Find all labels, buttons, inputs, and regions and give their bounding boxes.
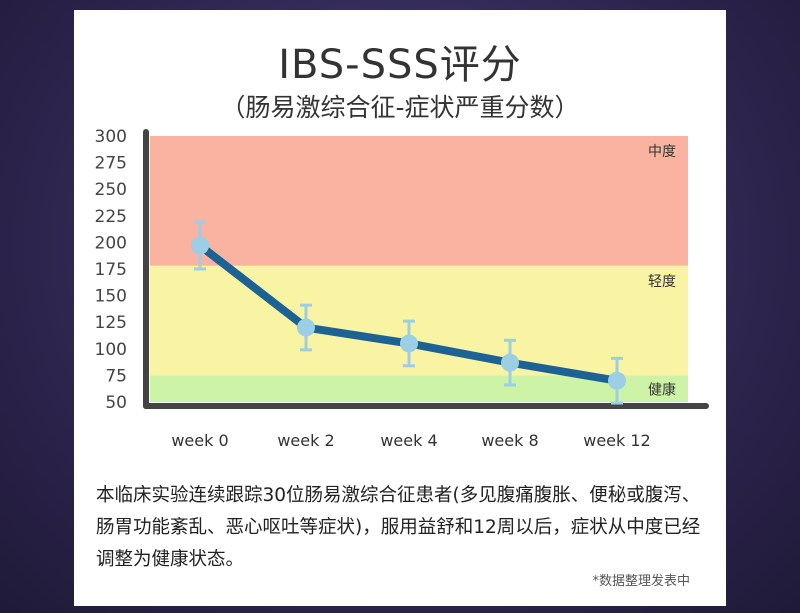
y-tick-label-7: 125 [95, 313, 127, 333]
x-tick-label-1: week 2 [277, 431, 334, 450]
data-point-4 [608, 371, 626, 390]
data-point-2 [400, 334, 418, 353]
footnote: *数据整理发表中 [592, 574, 690, 589]
band-label-0: 中度 [648, 144, 676, 160]
y-tick-label-4: 200 [95, 233, 127, 253]
y-tick-label-3: 225 [95, 207, 127, 227]
x-tick-label-0: week 0 [171, 431, 228, 450]
data-point-3 [501, 353, 519, 372]
data-point-1 [297, 318, 315, 337]
data-series [191, 220, 626, 405]
x-tick-label-2: week 4 [380, 431, 437, 450]
description-text: 本临床实验连续跟踪30位肠易激综合征患者(多见腹痛腹胀、便秘或腹泻、肠胃功能紊乱… [96, 485, 701, 570]
y-tick-label-2: 250 [95, 180, 127, 200]
x-axis-ticks: week 0 week 2 week 4 week 8 week 12 [171, 431, 650, 450]
chart-card: IBS-SSS评分 （肠易激综合征-症状严重分数） 中度轻度健康 300 275 2… [74, 10, 726, 606]
chart-subtitle: （肠易激综合征-症状严重分数） [220, 93, 580, 122]
y-tick-label-0: 300 [95, 127, 127, 147]
y-tick-label-10: 50 [105, 393, 127, 413]
chart-axes [143, 129, 709, 409]
y-tick-label-6: 150 [95, 287, 127, 307]
x-tick-label-4: week 12 [583, 431, 650, 450]
y-axis-ticks: 300 275 250 225 200 175 150 125 100 75 50 [95, 127, 127, 413]
data-point-0 [191, 236, 209, 255]
y-tick-label-5: 175 [95, 260, 127, 280]
x-tick-label-3: week 8 [481, 431, 538, 450]
chart-title: IBS-SSS评分 [278, 42, 522, 88]
band-label-2: 健康 [648, 382, 676, 399]
y-tick-label-8: 100 [95, 340, 127, 360]
band-0 [150, 136, 688, 266]
y-tick-label-9: 75 [105, 366, 127, 386]
y-tick-label-1: 275 [95, 154, 127, 174]
band-1 [150, 265, 688, 376]
band-label-1: 轻度 [648, 274, 676, 290]
